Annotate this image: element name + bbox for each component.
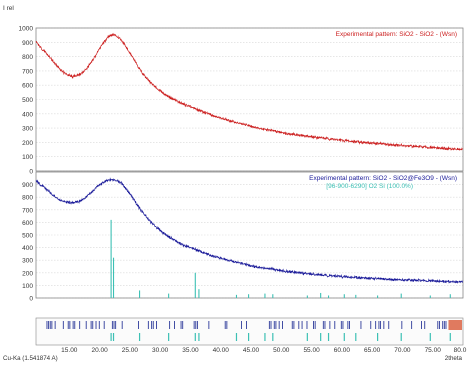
x-axis-label: 2theta <box>445 355 463 362</box>
y-tick-label: 200 <box>22 140 33 147</box>
y-tick-label: 400 <box>22 111 33 118</box>
y-tick-label: 300 <box>22 126 33 133</box>
y-tick-label: 0 <box>29 296 33 303</box>
y-tick-label: 900 <box>22 40 33 47</box>
x-tick-label: 75.00 <box>425 347 442 354</box>
y-tick-label: 0 <box>29 169 33 176</box>
y-axis-label: I rel <box>3 5 14 12</box>
y-tick-label: 300 <box>22 258 33 265</box>
y-tick-label: 500 <box>22 233 33 240</box>
y-tick-label: 600 <box>22 220 33 227</box>
x-tick-label: 35.00 <box>182 347 199 354</box>
y-tick-label: 400 <box>22 245 33 252</box>
x-tick-label: 55.00 <box>303 347 320 354</box>
y-tick-label: 700 <box>22 68 33 75</box>
legend-entry: [96-900-6290] O2 Si (100.0%) <box>326 183 413 190</box>
x-tick-label: 50.00 <box>273 347 290 354</box>
y-tick-label: 500 <box>22 97 33 104</box>
x-tick-label: 65.00 <box>364 347 381 354</box>
x-tick-label: 40.00 <box>213 347 230 354</box>
y-tick-label: 200 <box>22 270 33 277</box>
axis-note: Cu-Ka (1.541874 A) <box>3 355 58 362</box>
x-tick-label: 25.00 <box>122 347 139 354</box>
y-tick-label: 800 <box>22 54 33 61</box>
reflection-strip <box>35 317 464 346</box>
legend-entry: Experimental pattern: SiO2 - SiO2@Fe3O9 … <box>309 175 457 182</box>
x-tick-label: 30.00 <box>152 347 169 354</box>
y-tick-label: 1000 <box>19 26 34 33</box>
reflection-block <box>448 320 462 330</box>
y-tick-label: 100 <box>22 283 33 290</box>
x-axis: 15.00 20.00 25.00 30.00 35.00 40.00 45.00 50.00… <box>3 347 467 362</box>
x-tick-label: 70.00 <box>394 347 411 354</box>
y-tick-label: 800 <box>22 195 33 202</box>
y-tick-label: 900 <box>22 182 33 189</box>
strip-frame <box>35 317 464 346</box>
x-tick-label: 15.00 <box>61 347 78 354</box>
y-tick-label: 600 <box>22 83 33 90</box>
legend-entry: Experimental pattern: SiO2 - SiO2 - (Wsn… <box>336 31 457 38</box>
series-line <box>35 32 464 151</box>
upper-panel: 0 100 200 300 400 500 600 700 800 900 1000 I rel Exp… <box>3 5 464 176</box>
plot-frame <box>35 27 464 172</box>
y-tick-label: 700 <box>22 207 33 214</box>
y-tick-label: 100 <box>22 154 33 161</box>
x-tick-label: 60.00 <box>334 347 351 354</box>
plot-frame <box>35 171 464 299</box>
lower-panel: 0 100 200 300 400 500 600 700 800 900 Experimental… <box>22 171 464 303</box>
x-tick-label: 45.00 <box>243 347 260 354</box>
x-tick-label: 80.0 <box>454 347 467 354</box>
x-tick-label: 20.00 <box>91 347 108 354</box>
series-line <box>35 177 464 284</box>
